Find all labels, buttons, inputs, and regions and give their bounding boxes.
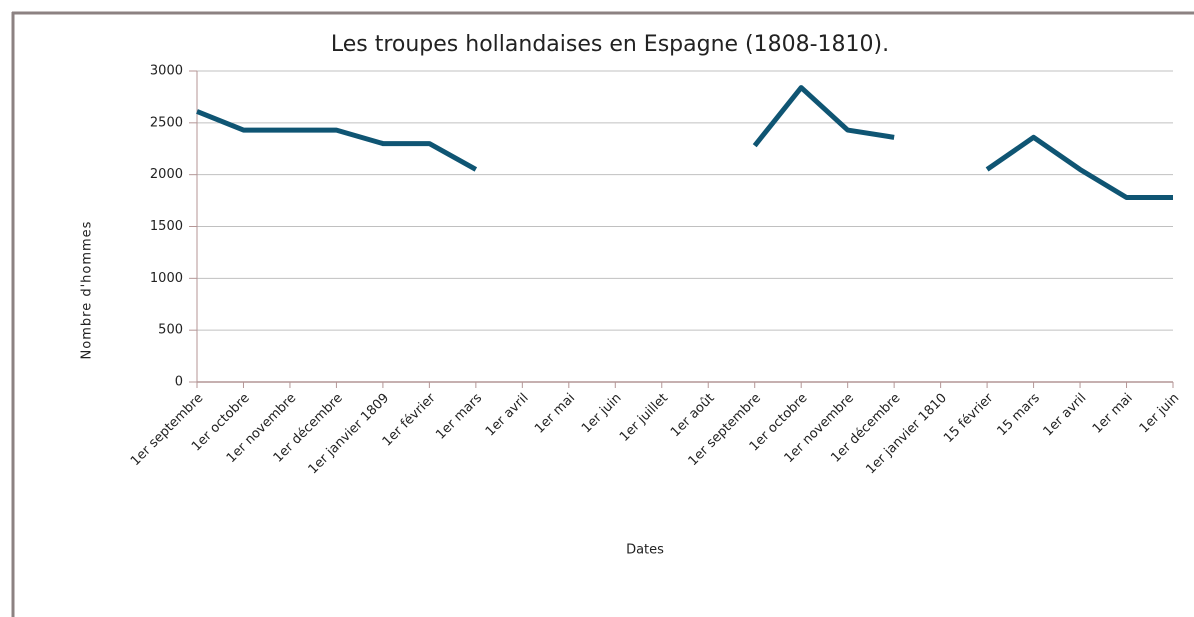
line-segment — [752, 85, 895, 148]
x-tick-label: 1er avril — [1041, 391, 1090, 440]
x-tick-label: 1er janvier 1809 — [306, 391, 393, 478]
x-tick-label: 1er mai — [1090, 391, 1136, 437]
x-tick-label: 1er avril — [483, 391, 532, 440]
y-tick-label: 1000 — [150, 271, 183, 286]
x-tick-label: 15 mars — [994, 391, 1043, 440]
y-tick-label: 2000 — [150, 167, 183, 182]
y-tick-label: 3000 — [150, 64, 183, 79]
x-tick-label: 1er mars — [433, 391, 485, 443]
x-tick-label: 15 février — [941, 390, 997, 446]
x-tick-label: 1er septembre — [128, 391, 206, 469]
line-segment — [985, 134, 1173, 200]
x-tick-label: 1er juin — [1137, 391, 1183, 437]
x-tick-label: 1er mai — [532, 391, 578, 437]
y-tick-label: 2500 — [150, 115, 183, 130]
x-tick-label: 1er juillet — [617, 391, 671, 445]
x-tick-label: 1er juin — [579, 391, 625, 437]
line-segment — [196, 109, 478, 172]
y-tick-label: 0 — [175, 375, 183, 390]
chart-title: Les troupes hollandaises en Espagne (180… — [331, 32, 889, 57]
y-tick-label: 500 — [158, 323, 183, 338]
y-axis-label: Nombre d'hommes — [80, 221, 95, 360]
x-axis-label: Dates — [626, 543, 664, 558]
y-tick-label: 1500 — [150, 219, 183, 234]
x-tick-label: 1er janvier 1810 — [863, 391, 950, 478]
